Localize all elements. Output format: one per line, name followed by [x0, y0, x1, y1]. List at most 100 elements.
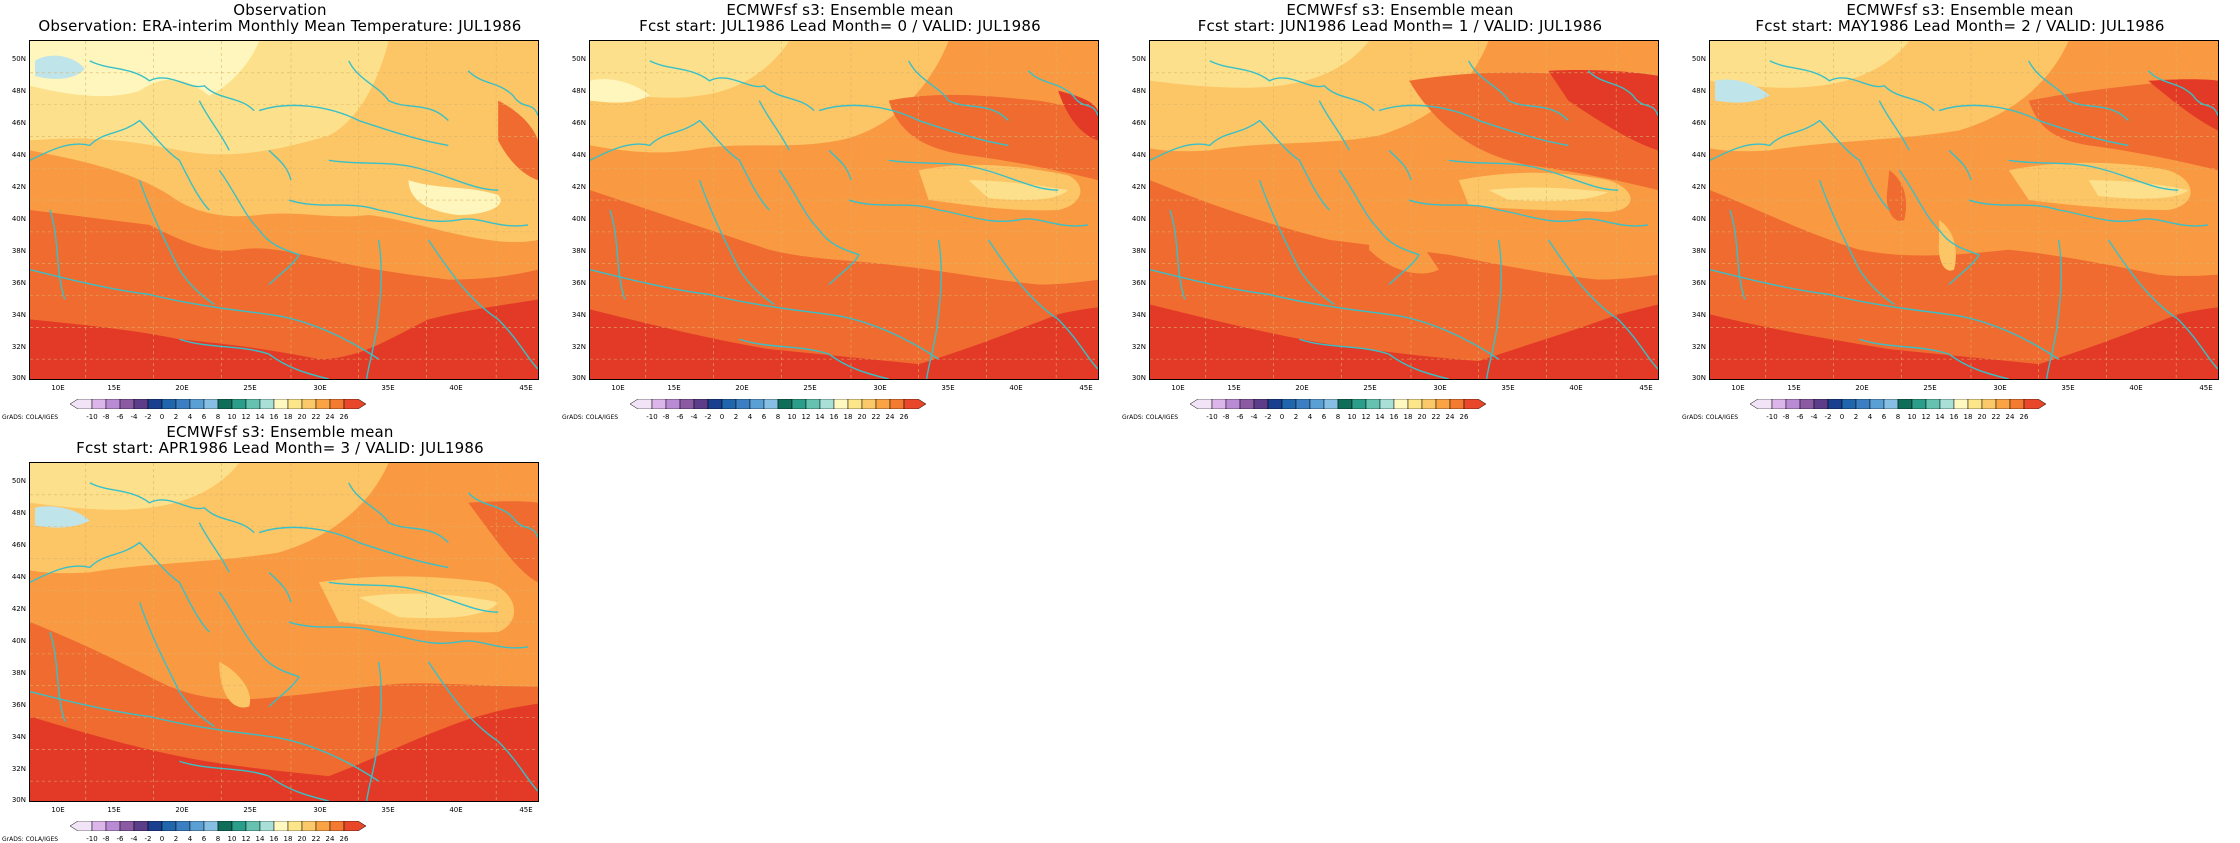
colorbar-swatch [119, 821, 135, 831]
colorbar-label: 14 [1935, 413, 1945, 421]
colorbar-label: 8 [775, 413, 781, 421]
lat-tick-label: 34N [571, 311, 586, 319]
lat-tick-label: 36N [1691, 279, 1706, 287]
lat-tick-label: 42N [571, 183, 586, 191]
colorbar-swatch [1463, 399, 1486, 409]
shade-contour [1710, 41, 1910, 88]
colorbar-swatch [1365, 399, 1381, 409]
lon-tick-label: 40E [449, 384, 463, 392]
colorbar-label: 10 [227, 413, 237, 421]
colorbar-swatch [1995, 399, 2011, 409]
colorbar-swatch [105, 821, 121, 831]
colorbar-swatch [903, 399, 926, 409]
map-canvas [30, 41, 538, 379]
colorbar-label: 12 [1361, 413, 1371, 421]
lon-tick-label: 30E [873, 384, 887, 392]
colorbar-swatch [70, 821, 93, 831]
colorbar-swatch [91, 821, 107, 831]
lat-tick-label: 34N [11, 311, 26, 319]
colorbar-label: 2 [173, 413, 179, 421]
coastline [1448, 159, 1619, 191]
coastline [179, 338, 329, 379]
coastline [590, 119, 770, 211]
lat-tick-label: 44N [1131, 151, 1146, 159]
grads-credit: GrADS: COLA/IGES [1682, 414, 1739, 421]
colorbar-label: 14 [815, 413, 825, 421]
lon-tick-label: 25E [803, 384, 817, 392]
colorbar-label: -8 [662, 413, 670, 421]
colorbar-swatch [819, 399, 835, 409]
coastline [1485, 239, 1502, 379]
colorbar-label: 0 [159, 413, 165, 421]
grads-credit: GrADS: COLA/IGES [562, 414, 619, 421]
coastline [739, 338, 889, 379]
map-panel: ECMWFsf s3: Ensemble mean Fcst start: JUL… [560, 0, 1120, 421]
colorbar-swatch [1407, 399, 1423, 409]
coastline [1027, 70, 1098, 116]
lon-tick-label: 10E [1171, 384, 1185, 392]
coastline [30, 541, 210, 633]
colorbar-label: -4 [690, 413, 698, 421]
shade-contour [888, 94, 1098, 181]
colorbar-swatch [245, 821, 261, 831]
coastline [1378, 104, 1569, 147]
colorbar-swatch [161, 399, 177, 409]
colorbar-swatch [763, 399, 779, 409]
colorbar-swatch [1855, 399, 1871, 409]
colorbar-label: -8 [102, 835, 110, 843]
coastline [828, 149, 852, 181]
colorbar-label: 0 [719, 413, 725, 421]
shade-contour [1714, 79, 1770, 103]
panel-subtitle: Fcst start: JUL1986 Lead Month= 0 / VALI… [639, 17, 1041, 35]
colorbar-swatch [301, 821, 317, 831]
temperature-map [589, 40, 1099, 380]
lon-tick-label: 20E [175, 384, 189, 392]
shade-contour [1058, 90, 1098, 141]
colorbar-swatch [1449, 399, 1465, 409]
colorbar-swatch [630, 399, 653, 409]
colorbar-label: 22 [871, 413, 881, 421]
colorbar-swatch [735, 399, 751, 409]
coastline [2107, 239, 2218, 370]
colorbar-label: 24 [325, 835, 335, 843]
grads-credit: GrADS: COLA/IGES [2, 414, 59, 421]
lat-tick-label: 36N [11, 701, 26, 709]
coastline [138, 601, 215, 728]
colorbar-label: 2 [733, 413, 739, 421]
colorbar-label: 16 [1389, 413, 1399, 421]
colorbar-label: 26 [899, 413, 909, 421]
colorbar [630, 399, 926, 411]
map-panel: Observation Observation: ERA-interim Mont… [0, 0, 560, 421]
colorbar-label: 6 [1881, 413, 1887, 421]
colorbar-swatch [1421, 399, 1437, 409]
lat-tick-label: 30N [1131, 374, 1146, 382]
colorbar-label: -4 [1250, 413, 1258, 421]
coastline [1769, 60, 1935, 112]
lon-tick-label: 25E [243, 384, 257, 392]
panel-subtitle: Fcst start: MAY1986 Lead Month= 2 / VALI… [1755, 17, 2165, 35]
colorbar-label: -10 [86, 835, 98, 843]
colorbar-swatch [217, 821, 233, 831]
colorbar-label: -6 [676, 413, 684, 421]
shade-contour [1150, 180, 1658, 379]
colorbar-label: 22 [311, 835, 321, 843]
lon-tick-label: 45E [1079, 384, 1093, 392]
colorbar-label: 4 [1867, 413, 1873, 421]
colorbar-label: 16 [269, 413, 279, 421]
colorbar-swatch [1351, 399, 1367, 409]
lon-tick-label: 40E [1009, 384, 1023, 392]
colorbar-swatch [147, 399, 163, 409]
colorbar-label: -4 [130, 835, 138, 843]
colorbar [70, 399, 366, 411]
shade-contour [1710, 190, 2218, 379]
lon-tick-label: 15E [667, 384, 681, 392]
coastline [49, 631, 66, 722]
lat-tick-label: 38N [1691, 247, 1706, 255]
colorbar-swatch [1785, 399, 1801, 409]
lon-tick-label: 30E [313, 806, 327, 814]
lat-tick-label: 38N [11, 247, 26, 255]
map-canvas [1710, 41, 2218, 379]
coastline [1299, 338, 1449, 379]
colorbar-swatch [161, 821, 177, 831]
colorbar-label: 16 [829, 413, 839, 421]
